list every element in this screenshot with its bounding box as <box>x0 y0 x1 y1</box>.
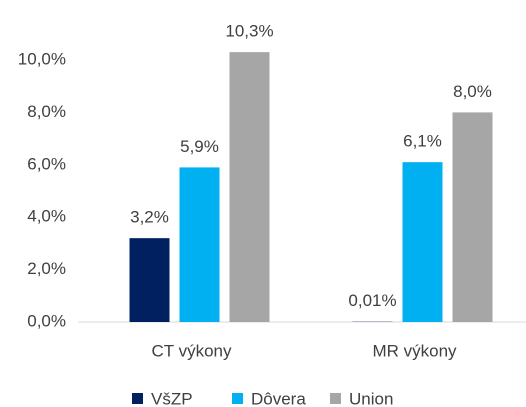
value-label: 10,3% <box>225 22 273 41</box>
value-label: 6,1% <box>403 132 442 151</box>
legend-label: Dôvera <box>251 389 306 407</box>
value-label: 0,01% <box>348 291 396 310</box>
bar <box>129 238 170 322</box>
y-tick-label: 4,0% <box>27 207 66 226</box>
bar <box>452 112 493 323</box>
legend-label: Union <box>349 389 393 407</box>
y-tick-label: 0,0% <box>27 311 66 330</box>
y-tick-label: 6,0% <box>27 154 66 173</box>
bar <box>402 162 443 322</box>
legend-label: VšZP <box>151 389 193 407</box>
legend-swatch <box>132 393 143 404</box>
y-tick-label: 8,0% <box>27 102 66 121</box>
value-label: 8,0% <box>453 82 492 101</box>
bar <box>179 167 220 322</box>
value-label: 5,9% <box>180 137 219 156</box>
bar <box>229 52 270 322</box>
legend-swatch <box>232 393 243 404</box>
value-label: 3,2% <box>130 208 169 227</box>
y-tick-label: 10,0% <box>18 49 66 68</box>
x-tick-label: CT výkony <box>152 341 232 360</box>
x-tick-label: MR výkony <box>372 341 457 360</box>
y-tick-label: 2,0% <box>27 259 66 278</box>
legend-swatch <box>330 393 341 404</box>
